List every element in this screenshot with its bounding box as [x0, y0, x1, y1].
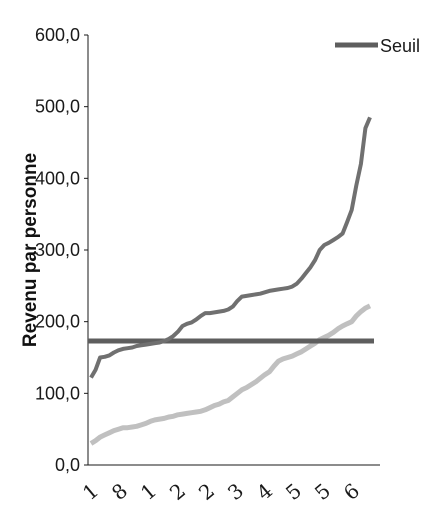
series-layer — [88, 116, 374, 446]
y-tick-label: 600,0 — [35, 25, 80, 45]
y-tick-label: 200,0 — [35, 312, 80, 332]
y-tick-label: 100,0 — [35, 383, 80, 403]
y-tick-label: 500,0 — [35, 97, 80, 117]
y-tick-label: 400,0 — [35, 168, 80, 188]
y-tick-labels: 0,0 100,0 200,0 300,0 400,0 500,0 600,0 — [35, 25, 88, 475]
series-line-upper — [89, 116, 372, 379]
y-tick-label: 300,0 — [35, 240, 80, 260]
y-axis-label: Revenu par personne — [20, 153, 41, 347]
series-line-lower — [89, 303, 372, 446]
legend-label-seuil: Seuil — [380, 36, 420, 56]
y-tick-label: 0,0 — [55, 455, 80, 475]
legend: Seuil — [335, 36, 420, 56]
